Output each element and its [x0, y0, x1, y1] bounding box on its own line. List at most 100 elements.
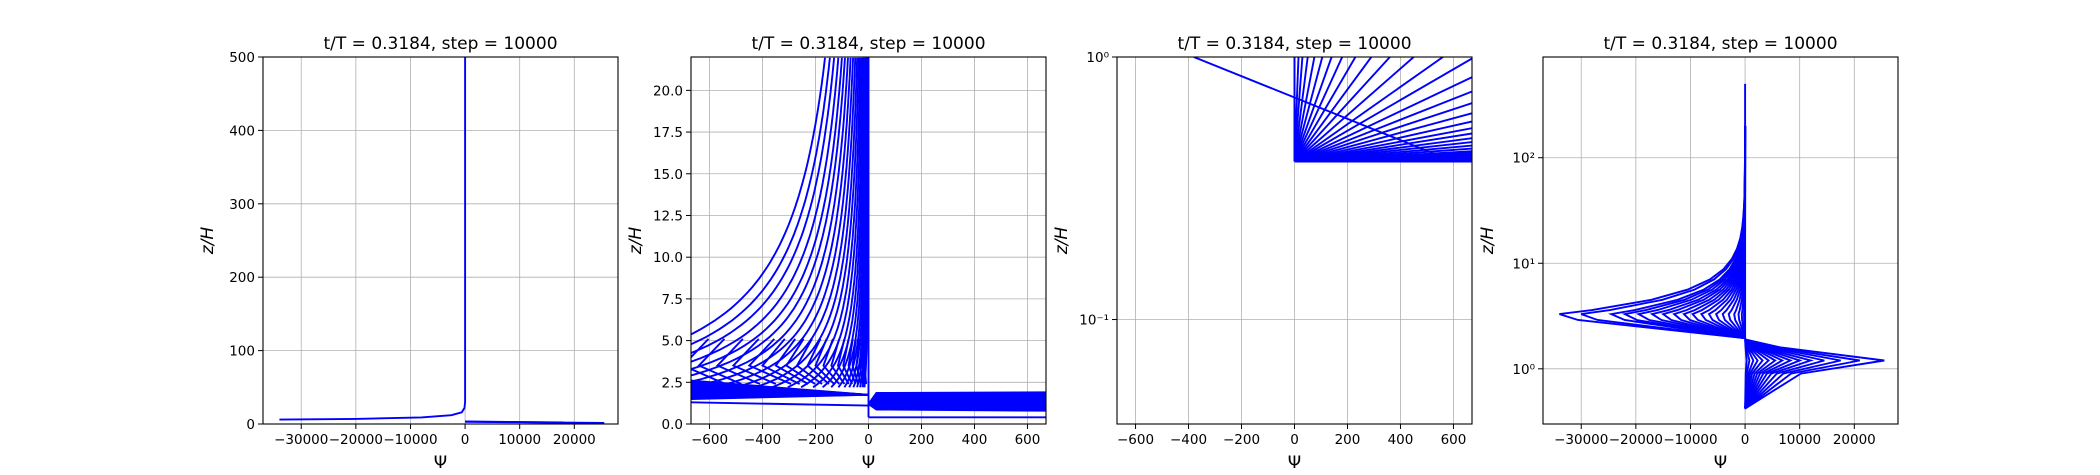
- y-axis-label: z/H: [626, 227, 646, 256]
- series-group: [691, 57, 1046, 419]
- profile-curve: [812, 57, 864, 389]
- x-tick-label: −20000: [329, 432, 383, 448]
- positive-lobe: [1744, 338, 1860, 410]
- positive-lobe: [1744, 338, 1825, 410]
- profile-curve: [822, 57, 865, 389]
- profile-curve: [691, 57, 852, 389]
- y-tick-label: 7.5: [662, 292, 683, 308]
- fan-line: [1294, 137, 1472, 163]
- positive-bundle-line: [868, 402, 1046, 405]
- x-tick-label: −400: [1170, 432, 1207, 448]
- axes-frame: [1542, 56, 1899, 425]
- y-axis-label: z/H: [198, 227, 218, 256]
- profile-tip: [760, 338, 801, 385]
- fan-line: [1293, 57, 1344, 162]
- x-tick-label: −30000: [274, 432, 328, 448]
- fan-line: [1293, 57, 1444, 163]
- fan-line: [1293, 57, 1309, 162]
- profile-curve: [691, 57, 846, 377]
- profile-tip: [861, 338, 866, 385]
- profile-curve: [771, 57, 860, 389]
- positive-lobe: [1744, 338, 1841, 410]
- x-tick-label: 600: [1015, 432, 1041, 448]
- x-tick-label: 20000: [1833, 432, 1876, 448]
- y-tick-label: 10²: [1512, 151, 1535, 167]
- grid: [1543, 57, 1898, 424]
- profile-tip: [795, 338, 823, 385]
- profile-tip: [836, 338, 850, 385]
- profile-tip: [715, 338, 761, 385]
- x-tick-label: −30000: [1554, 432, 1608, 448]
- chart-title: t/T = 0.3184, step = 10000: [323, 34, 557, 54]
- x-tick-label: 10000: [1778, 432, 1821, 448]
- fan-line: [1293, 57, 1373, 163]
- x-axis-label: Ψ: [434, 453, 447, 473]
- series-group: [1559, 83, 1885, 410]
- positive-bundle-line: [867, 391, 1046, 405]
- x-axis-label: Ψ: [1288, 453, 1301, 473]
- profile-curve: [691, 57, 831, 346]
- profile-tip: [697, 338, 742, 385]
- y-tick-label: 10¹: [1512, 256, 1535, 272]
- profile-tip: [842, 338, 853, 385]
- profile-tip: [731, 338, 777, 385]
- y-tick-label: 17.5: [653, 125, 683, 141]
- profile-curve: [714, 57, 855, 389]
- profile-tip: [863, 338, 868, 385]
- x-tick-label: −600: [1117, 432, 1154, 448]
- profile-tip: [814, 338, 835, 385]
- positive-lobe: [1744, 338, 1885, 410]
- y-tick-label: 10⁰: [1512, 362, 1535, 378]
- profile-tip: [747, 338, 792, 385]
- fan-base-line: [1294, 151, 1472, 163]
- profile-curve: [800, 57, 863, 389]
- y-tick-label: 15.0: [653, 167, 683, 183]
- series-group: [1193, 57, 1472, 163]
- series-group: [279, 57, 605, 424]
- x-tick-label: 0: [864, 432, 873, 448]
- y-tick-label: 12.5: [653, 208, 683, 224]
- y-tick-label: 10⁻¹: [1079, 313, 1109, 329]
- axes-frame: [262, 56, 619, 425]
- y-tick-label: 400: [229, 123, 255, 139]
- subplot-1: −30000 −20000 −10000 0 10000 20000 0 100 200 300 4…: [198, 34, 619, 473]
- profile-tip: [774, 338, 809, 385]
- y-tick-label: 10⁰: [1086, 50, 1109, 66]
- subplot-4: −30000 −20000 −10000 0 10000 20000 10⁰ 10¹ 10² t/…: [1478, 34, 1899, 473]
- x-tick-label: 200: [909, 432, 935, 448]
- profile-tip: [830, 338, 846, 385]
- x-tick-label: 0: [1741, 432, 1750, 448]
- fan-line: [1294, 102, 1472, 163]
- profile-curve: [787, 57, 862, 389]
- y-tick-label: 2.5: [662, 375, 683, 391]
- x-tick-label: −10000: [1663, 432, 1717, 448]
- y-tick-label: 5.0: [662, 334, 683, 350]
- profile-tip: [851, 338, 860, 385]
- x-tick-label: −600: [691, 432, 728, 448]
- x-tick-label: −10000: [383, 432, 437, 448]
- x-tick-label: −200: [1223, 432, 1260, 448]
- x-tick-label: 20000: [553, 432, 596, 448]
- y-tick-label: 500: [229, 50, 255, 66]
- x-tick-label: −400: [744, 432, 781, 448]
- chart-title: t/T = 0.3184, step = 10000: [751, 34, 985, 54]
- extra-line: [691, 401, 869, 407]
- x-tick-label: 400: [962, 432, 988, 448]
- fan-line: [1293, 57, 1316, 162]
- series-line: [279, 57, 467, 421]
- profile-tip: [806, 338, 830, 385]
- profile-tip: [855, 338, 862, 385]
- x-tick-label: −20000: [1609, 432, 1663, 448]
- y-tick-label: 0: [246, 417, 255, 433]
- fan-line: [1294, 127, 1472, 163]
- x-axis-label: Ψ: [862, 453, 875, 473]
- profile-curve: [691, 57, 840, 363]
- y-axis-label: z/H: [1052, 227, 1072, 256]
- fan-line: [1294, 141, 1472, 163]
- fan-line: [1293, 57, 1333, 162]
- profile-tip: [822, 338, 840, 385]
- positive-lobe: [1744, 339, 1748, 409]
- y-tick-label: 300: [229, 197, 255, 213]
- x-tick-label: 0: [461, 432, 470, 448]
- fan-line: [1294, 57, 1472, 163]
